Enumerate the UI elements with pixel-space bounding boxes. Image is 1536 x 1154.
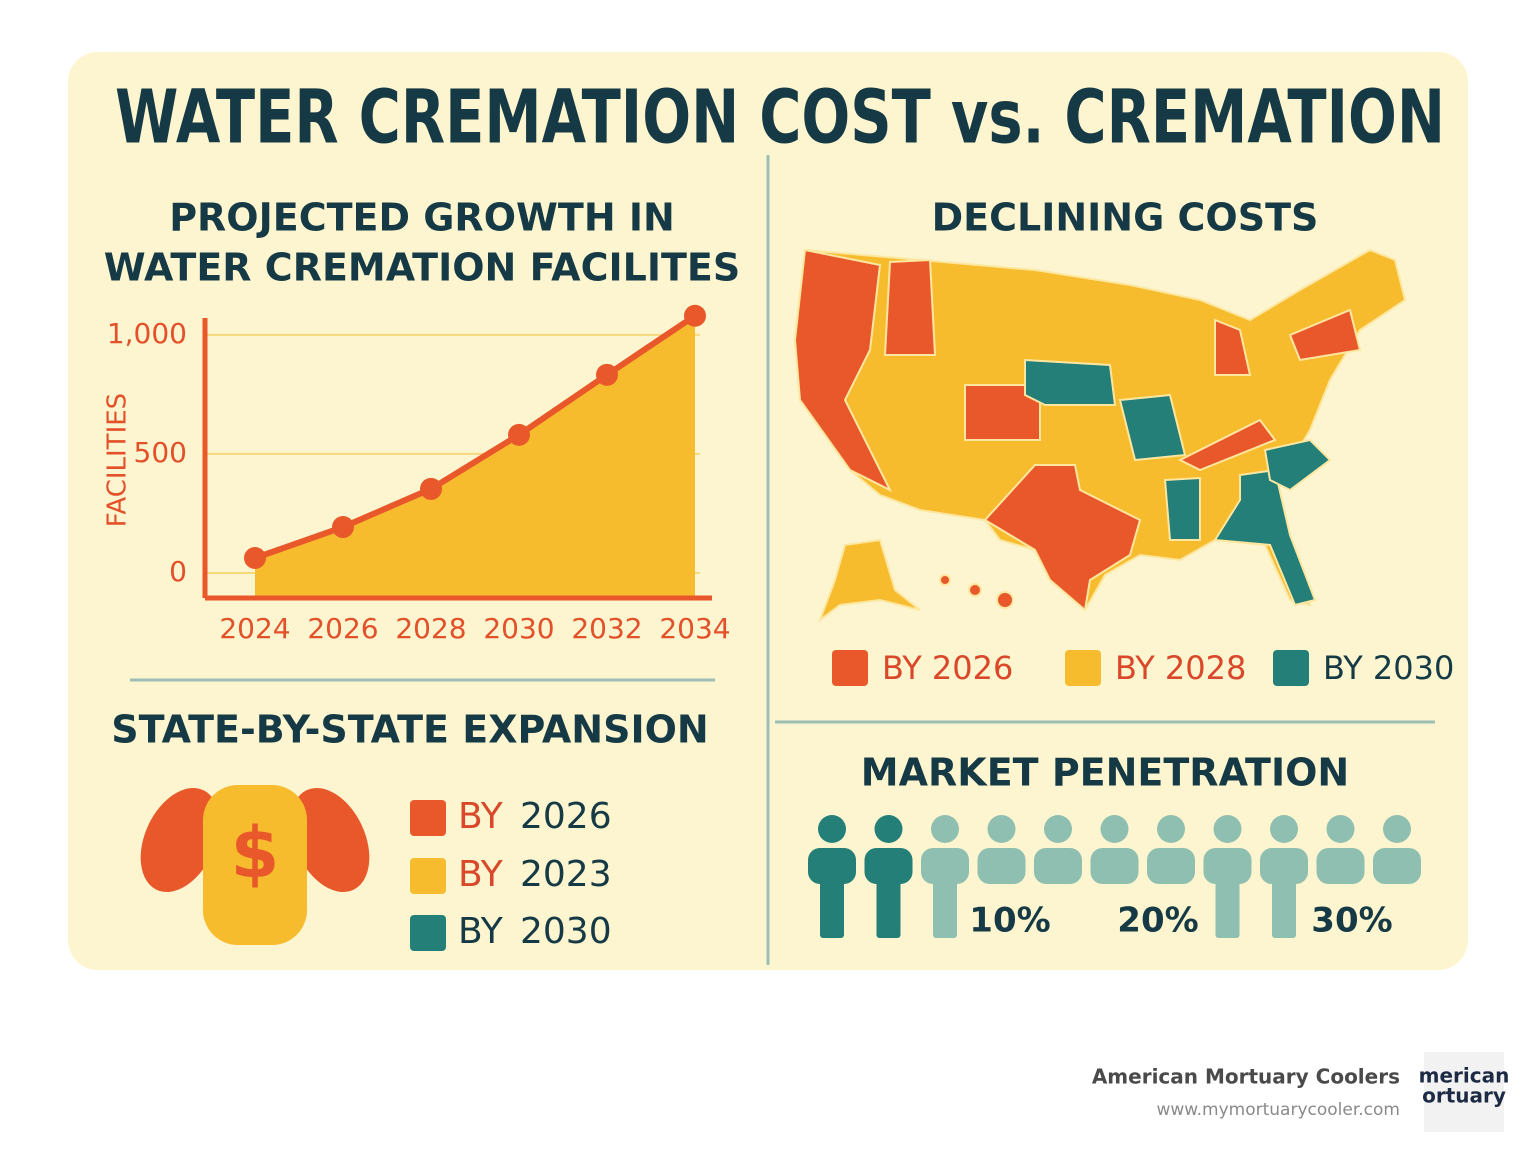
legend-year: 2023	[520, 854, 612, 895]
legend-swatch	[1065, 650, 1101, 686]
legend-swatch	[832, 650, 868, 686]
map-title: DECLINING COSTS	[932, 196, 1319, 240]
dog-icon: $	[140, 785, 370, 945]
x-tick-label: 2030	[483, 612, 554, 645]
legend-swatch	[1273, 650, 1309, 686]
person-body	[1316, 848, 1365, 884]
x-tick-label: 2032	[571, 612, 642, 645]
person-head	[1213, 815, 1242, 843]
legend-swatch	[410, 858, 446, 894]
chart-subtitle: WATER CREMATION FACILITES	[104, 246, 740, 290]
person-body	[1260, 848, 1308, 884]
person-body	[1034, 848, 1082, 884]
expansion-title: STATE-BY-STATE EXPANSION	[111, 708, 708, 752]
person-legs	[1272, 880, 1296, 938]
x-tick-label: 2024	[219, 612, 290, 645]
person-head	[1270, 815, 1298, 843]
legend-swatch	[410, 915, 446, 951]
logo	[1424, 1052, 1504, 1132]
logo-text: merican	[1419, 1064, 1510, 1088]
footer-url: www.mymortuarycooler.com	[1156, 1100, 1400, 1120]
legend-label: BY 2026	[882, 649, 1013, 687]
person-head	[1044, 815, 1072, 843]
person-legs	[1215, 880, 1240, 938]
x-tick-label: 2026	[307, 612, 378, 645]
penetration-label: 10%	[969, 901, 1050, 941]
person-body	[1373, 848, 1421, 884]
person-head	[931, 815, 959, 843]
chart-title: PROJECTED GROWTH IN	[169, 196, 675, 240]
main-title: WATER CREMATION COST vs. CREMATION	[115, 75, 1445, 161]
map-legend: BY 2026 BY 2028 BY 2030	[832, 649, 1454, 687]
person-head	[987, 815, 1016, 843]
person-body	[921, 848, 969, 884]
person-body	[1203, 848, 1252, 884]
us-map	[793, 248, 1407, 623]
person-body	[1090, 848, 1139, 884]
person-head	[874, 815, 903, 843]
penetration-title: MARKET PENETRATION	[861, 751, 1349, 795]
person-body	[864, 848, 913, 884]
person-legs	[876, 880, 901, 938]
point	[508, 423, 530, 446]
point	[420, 477, 442, 500]
footer-company: American Mortuary Coolers	[1092, 1065, 1400, 1089]
legend-swatch	[410, 800, 446, 836]
person-legs	[820, 880, 844, 938]
legend-year: 2030	[520, 911, 612, 952]
legend-label: BY 2030	[1323, 649, 1454, 687]
person-head	[1157, 815, 1185, 843]
penetration-label: 20%	[1117, 901, 1198, 941]
person-head	[1326, 815, 1355, 843]
person-body	[808, 848, 856, 884]
point	[244, 546, 266, 569]
point	[684, 304, 706, 327]
growth-chart: 0 500 1,000 2024 2026 2028 2030 2032 2034	[107, 304, 731, 645]
person-body	[977, 848, 1026, 884]
area	[255, 315, 695, 598]
people-icons	[808, 815, 1421, 938]
logo-text: ortuary	[1422, 1084, 1506, 1108]
point	[332, 516, 354, 539]
legend-prefix: BY	[458, 854, 504, 895]
person-head	[818, 815, 846, 843]
x-tick-label: 2034	[659, 612, 730, 645]
y-tick-label: 500	[134, 436, 187, 469]
legend-year: 2026	[520, 796, 612, 837]
point	[596, 363, 618, 386]
y-tick-label: 1,000	[107, 317, 187, 350]
legend-prefix: BY	[458, 796, 504, 837]
person-head	[1100, 815, 1129, 843]
line	[254, 313, 697, 561]
legend-label: BY 2028	[1115, 649, 1246, 687]
legend-prefix: BY	[458, 911, 504, 952]
svg-text:$: $	[231, 812, 280, 894]
expansion-legend: BY 2026 BY 2023 BY 2030	[410, 796, 612, 952]
x-tick-label: 2028	[395, 612, 466, 645]
y-axis-label: FACILITIES	[103, 393, 133, 527]
penetration-label: 30%	[1311, 901, 1392, 941]
person-body	[1147, 848, 1195, 884]
y-tick-label: 0	[169, 555, 187, 588]
person-legs	[933, 880, 957, 938]
person-head	[1383, 815, 1411, 843]
